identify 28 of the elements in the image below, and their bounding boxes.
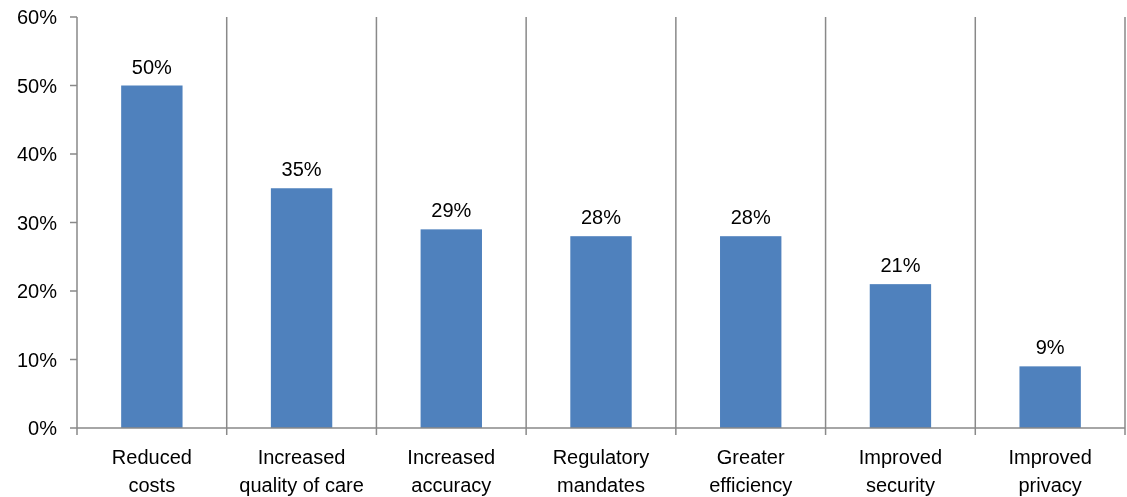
bar <box>570 236 632 428</box>
y-tick-label: 0% <box>28 417 58 439</box>
y-tick-label: 60% <box>16 6 58 28</box>
x-tick-label: Improved security <box>858 446 943 496</box>
data-label: 21% <box>880 254 921 277</box>
x-tick-label: Increased accuracy <box>407 446 496 496</box>
bar <box>1019 366 1081 428</box>
data-label: 28% <box>730 206 771 229</box>
x-tick-label: Greater efficiency <box>709 446 793 496</box>
bar <box>121 85 183 428</box>
x-tick-label: Reduced costs <box>111 446 192 496</box>
data-label: 9% <box>1035 336 1065 359</box>
bar <box>270 188 333 428</box>
bar <box>420 229 482 428</box>
y-tick-label: 40% <box>16 143 58 165</box>
bar <box>869 284 932 428</box>
data-label: 29% <box>431 199 472 222</box>
data-label: 50% <box>131 55 173 78</box>
x-tick-label: Improved privacy <box>1008 446 1092 496</box>
y-tick-label: 20% <box>16 280 58 302</box>
x-tick-label: Increased quality of care <box>239 446 364 496</box>
y-tick-label: 10% <box>16 348 58 371</box>
y-tick-label: 30% <box>16 211 58 234</box>
data-label: 28% <box>580 206 622 229</box>
y-tick-label: 50% <box>16 74 58 97</box>
x-tick-label: Regulatory mandates <box>552 446 650 496</box>
data-label: 35% <box>281 158 322 181</box>
bar <box>720 236 782 428</box>
